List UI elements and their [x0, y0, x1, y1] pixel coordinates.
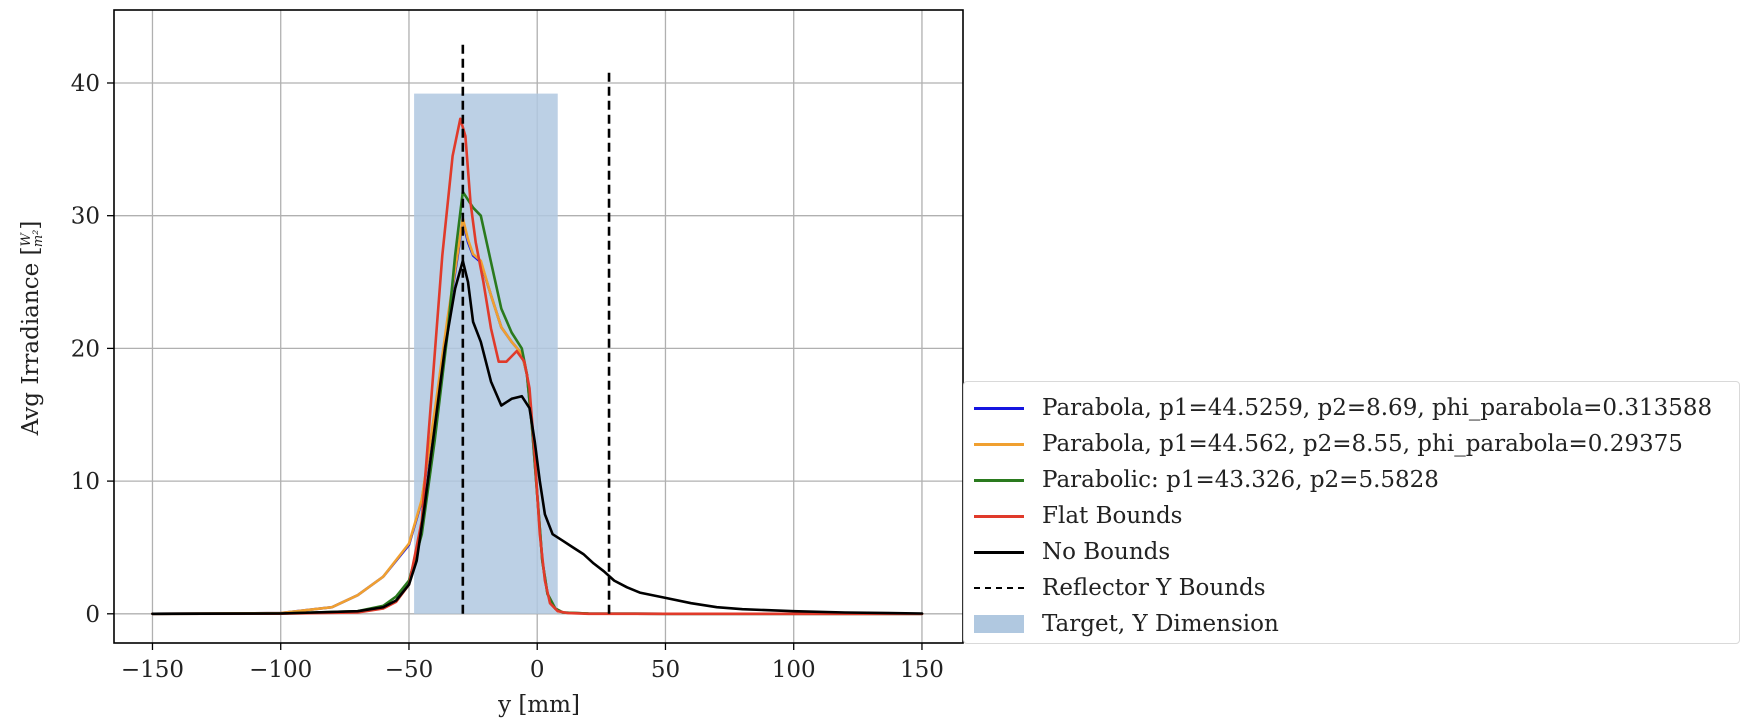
x-tick-label: −150 — [121, 657, 184, 683]
series-lines — [151, 117, 924, 616]
x-tick-label: −100 — [249, 657, 312, 683]
x-tick-label: 50 — [651, 657, 680, 683]
y-axis-label: Avg Irradiance [Wm²] — [18, 221, 46, 437]
legend-label-flat-bounds: Flat Bounds — [1042, 503, 1183, 529]
y-axis-label-main: Avg Irradiance [ — [18, 247, 44, 437]
legend-item-target: Target, Y Dimension — [974, 609, 1279, 639]
legend-label-reflector-bounds: Reflector Y Bounds — [1042, 575, 1266, 601]
legend-swatch-target — [974, 609, 1024, 639]
legend-item-no-bounds: No Bounds — [974, 537, 1170, 567]
plot-frame — [113, 9, 964, 644]
legend-swatch-flat-bounds — [974, 501, 1024, 531]
x-tick-label: 100 — [772, 657, 816, 683]
legend-label-target: Target, Y Dimension — [1042, 611, 1279, 637]
x-tick-label: 0 — [530, 657, 545, 683]
legend-item-parabola-1: Parabola, p1=44.5259, p2=8.69, phi_parab… — [974, 393, 1712, 423]
legend-item-flat-bounds: Flat Bounds — [974, 501, 1182, 531]
x-tick-label: −50 — [385, 657, 434, 683]
y-axis-label-num: W — [19, 232, 34, 247]
legend-label-no-bounds: No Bounds — [1042, 539, 1171, 565]
series-line-4 — [151, 259, 924, 616]
legend-item-parabola-2: Parabola, p1=44.562, p2=8.55, phi_parabo… — [974, 429, 1683, 459]
legend-swatch-parabola-1 — [974, 393, 1024, 423]
legend-swatch-no-bounds — [974, 537, 1024, 567]
series-line-2 — [151, 190, 924, 616]
y-tick-label: 40 — [71, 71, 100, 97]
y-tick-label: 10 — [71, 469, 100, 495]
legend-item-reflector-bounds: Reflector Y Bounds — [974, 573, 1266, 603]
target-region — [414, 93, 558, 614]
y-axis-ticks: 0 10 20 30 40 — [71, 71, 114, 628]
y-tick-label: 20 — [71, 336, 100, 362]
legend-swatch-reflector-bounds — [974, 573, 1024, 603]
legend-label-parabola-1: Parabola, p1=44.5259, p2=8.69, phi_parab… — [1042, 395, 1713, 421]
x-axis-label: y [mm] — [497, 692, 580, 718]
target-rect — [414, 93, 558, 614]
legend-label-parabola-2: Parabola, p1=44.562, p2=8.55, phi_parabo… — [1042, 431, 1683, 457]
legend-swatch-parabolic — [974, 465, 1024, 495]
legend-item-parabolic: Parabolic: p1=43.326, p2=5.5828 — [974, 465, 1439, 495]
y-axis-label-den: m² — [31, 230, 46, 248]
svg-text:Avg Irradiance [Wm²]: Avg Irradiance [Wm²] — [18, 221, 46, 437]
y-tick-label: 30 — [71, 204, 100, 230]
legend-label-parabolic: Parabolic: p1=43.326, p2=5.5828 — [1042, 467, 1439, 493]
y-axis-label-close: ] — [18, 221, 44, 230]
legend-swatch-parabola-2 — [974, 429, 1024, 459]
x-axis-ticks: −150 −100 −50 0 50 100 150 — [121, 643, 944, 683]
reflector-bounds — [461, 40, 611, 614]
x-tick-label: 150 — [900, 657, 944, 683]
legend: Parabola, p1=44.5259, p2=8.69, phi_parab… — [963, 381, 1740, 644]
y-tick-label: 0 — [85, 602, 100, 628]
